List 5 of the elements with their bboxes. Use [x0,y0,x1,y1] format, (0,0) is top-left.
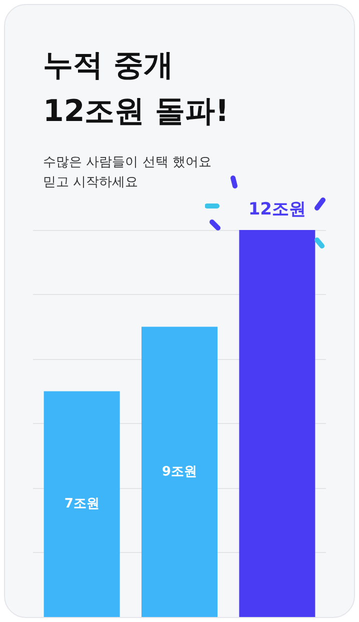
data-label: 7조원 [64,496,100,512]
chart-title: 누적 중개 12조원 돌파! [43,47,229,131]
data-label: 9조원 [162,464,198,480]
data-label: 12조원 [248,200,306,220]
chart-subtitle: 수많은 사람들이 선택 했어요 믿고 시작하세요 [43,154,212,192]
